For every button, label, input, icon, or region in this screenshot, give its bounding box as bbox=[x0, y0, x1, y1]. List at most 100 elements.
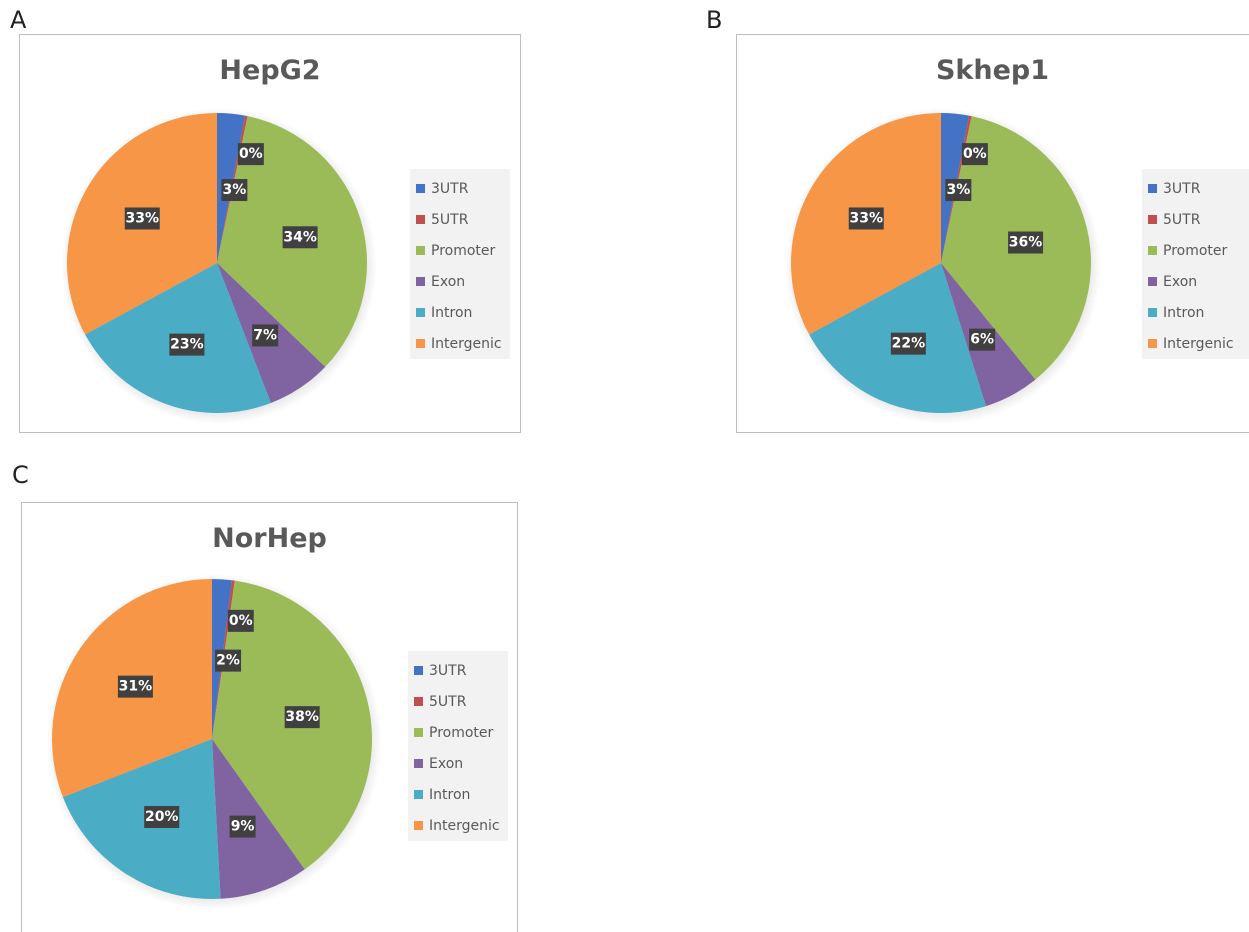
chart-skhep1: Skhep1 3% 0% 36% 6% 22% 33% 3UTR 5UTR Promote… bbox=[736, 34, 1249, 433]
data-label-box bbox=[890, 332, 926, 355]
data-label-text: 38% bbox=[285, 709, 319, 725]
pie-chart-hepg2: 3% 0% 34% 7% 23% 33% bbox=[61, 108, 377, 424]
legend-item-intron: Intron bbox=[414, 779, 502, 810]
legend-item-5utr: 5UTR bbox=[416, 204, 504, 235]
legend-label: 5UTR bbox=[429, 693, 467, 710]
legend-item-3utr: 3UTR bbox=[1148, 173, 1246, 204]
data-label-box bbox=[1008, 231, 1044, 254]
data-label-text: 33% bbox=[849, 210, 883, 226]
pie-slice-exon bbox=[212, 739, 305, 899]
data-label: 22% bbox=[890, 332, 926, 355]
data-label: 2% bbox=[215, 649, 242, 672]
legend-label: Promoter bbox=[1163, 242, 1228, 259]
legend-item-promoter: Promoter bbox=[1148, 235, 1246, 266]
legend-swatch bbox=[414, 790, 423, 799]
data-label: 0% bbox=[227, 609, 254, 632]
legend: 3UTR 5UTR Promoter Exon Intron Intergeni… bbox=[408, 651, 508, 841]
data-label-box bbox=[848, 207, 884, 230]
legend-item-3utr: 3UTR bbox=[414, 655, 502, 686]
legend-swatch bbox=[1148, 339, 1157, 348]
data-label-box bbox=[169, 333, 205, 356]
data-label: 36% bbox=[1008, 231, 1044, 254]
data-label-text: 6% bbox=[970, 332, 994, 348]
legend-item-5utr: 5UTR bbox=[1148, 204, 1246, 235]
legend-item-intron: Intron bbox=[416, 297, 504, 328]
data-label-text: 0% bbox=[229, 613, 253, 629]
data-label: 7% bbox=[252, 324, 279, 347]
data-label-box bbox=[961, 143, 988, 166]
data-label-text: 3% bbox=[946, 182, 970, 198]
data-label-text: 22% bbox=[892, 336, 926, 352]
panel-letter-c: C bbox=[12, 461, 29, 489]
data-label-text: 34% bbox=[283, 229, 317, 245]
legend-label: Promoter bbox=[431, 242, 496, 259]
legend-swatch bbox=[414, 821, 423, 830]
data-label-text: 9% bbox=[231, 819, 255, 835]
legend-label: Exon bbox=[431, 273, 466, 290]
data-label-box bbox=[969, 328, 996, 351]
legend-label: Intergenic bbox=[1163, 335, 1234, 352]
legend-label: Intergenic bbox=[431, 335, 502, 352]
chart-title: Skhep1 bbox=[935, 55, 1050, 86]
data-label-box bbox=[282, 226, 318, 249]
legend-swatch bbox=[1148, 215, 1157, 224]
legend-item-3utr: 3UTR bbox=[416, 173, 504, 204]
legend-swatch bbox=[414, 759, 423, 768]
data-label-text: 23% bbox=[170, 337, 204, 353]
legend-label: Exon bbox=[1163, 273, 1198, 290]
legend-label: 5UTR bbox=[431, 211, 469, 228]
data-label: 3% bbox=[221, 179, 248, 202]
data-label-box bbox=[124, 207, 160, 230]
data-label-box bbox=[284, 706, 320, 729]
legend-label: Exon bbox=[429, 755, 464, 772]
data-label-text: 0% bbox=[963, 146, 987, 162]
data-label-text: 3% bbox=[222, 182, 246, 198]
panel-letter-a: A bbox=[10, 6, 27, 34]
data-label: 20% bbox=[144, 805, 180, 828]
data-label: 23% bbox=[169, 333, 205, 356]
legend-item-exon: Exon bbox=[416, 266, 504, 297]
legend-label: Intergenic bbox=[429, 817, 500, 834]
legend-swatch bbox=[416, 215, 425, 224]
legend-label: 3UTR bbox=[1163, 180, 1201, 197]
data-label: 0% bbox=[237, 143, 264, 166]
pie-chart-skhep1: 3% 0% 36% 6% 22% 33% bbox=[785, 108, 1101, 424]
legend-swatch bbox=[414, 697, 423, 706]
chart-hepg2: HepG2 3% 0% 34% 7% 23% 33% 3UTR 5UTR Promoter… bbox=[19, 34, 521, 433]
data-label: 33% bbox=[124, 207, 160, 230]
panel-letter-b: B bbox=[706, 6, 723, 34]
data-label: 38% bbox=[284, 706, 320, 729]
legend-item-exon: Exon bbox=[1148, 266, 1246, 297]
legend-swatch bbox=[414, 728, 423, 737]
legend-label: 3UTR bbox=[429, 662, 467, 679]
chart-title: HepG2 bbox=[219, 55, 321, 86]
legend-swatch bbox=[1148, 246, 1157, 255]
legend-swatch bbox=[416, 246, 425, 255]
legend-label: 3UTR bbox=[431, 180, 469, 197]
legend-label: Intron bbox=[429, 786, 471, 803]
legend: 3UTR 5UTR Promoter Exon Intron Intergeni… bbox=[410, 169, 510, 359]
legend-swatch bbox=[416, 184, 425, 193]
data-label-box bbox=[945, 179, 972, 202]
legend-item-intron: Intron bbox=[1148, 297, 1246, 328]
data-label-text: 2% bbox=[216, 653, 240, 669]
data-label-text: 0% bbox=[239, 146, 263, 162]
chart-title: NorHep bbox=[212, 523, 327, 554]
data-label-text: 31% bbox=[119, 679, 153, 695]
legend-swatch bbox=[414, 666, 423, 675]
data-label: 31% bbox=[117, 675, 153, 698]
legend-item-exon: Exon bbox=[414, 748, 502, 779]
data-label: 0% bbox=[961, 143, 988, 166]
legend-label: Promoter bbox=[429, 724, 494, 741]
legend-swatch bbox=[1148, 277, 1157, 286]
pie-chart-norhep: 2% 0% 38% 9% 20% 31% bbox=[46, 574, 382, 910]
legend-item-intergenic: Intergenic bbox=[414, 810, 502, 841]
data-label-text: 33% bbox=[125, 210, 159, 226]
data-label: 3% bbox=[945, 179, 972, 202]
data-label-box bbox=[221, 179, 248, 202]
pie-slice-intron bbox=[62, 739, 221, 899]
data-label-text: 7% bbox=[253, 327, 277, 343]
data-label: 6% bbox=[969, 328, 996, 351]
data-label-box bbox=[229, 815, 256, 838]
data-label: 33% bbox=[848, 207, 884, 230]
